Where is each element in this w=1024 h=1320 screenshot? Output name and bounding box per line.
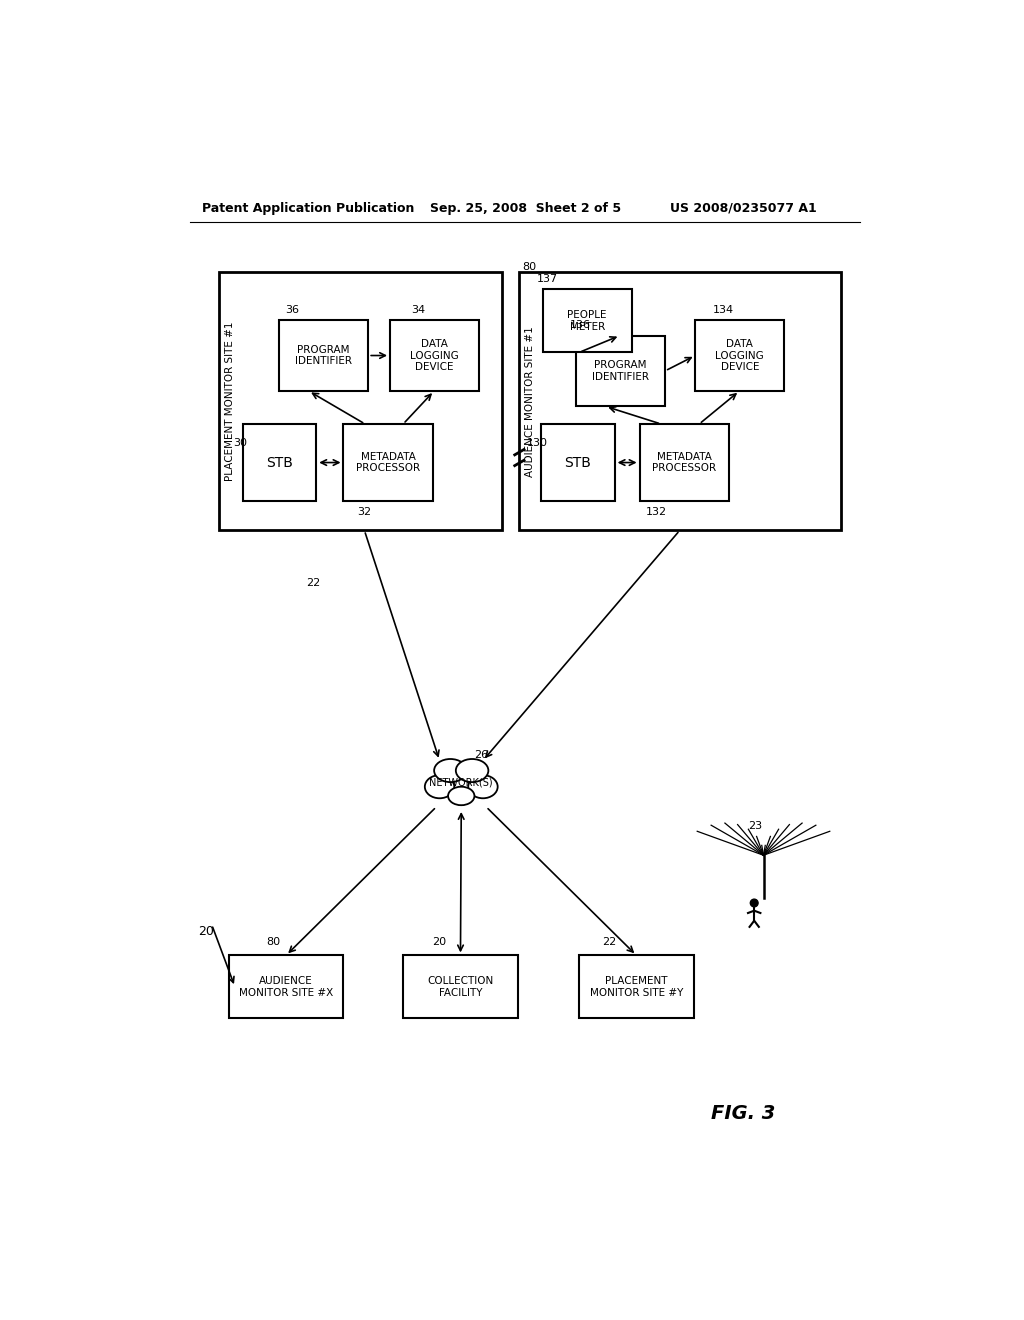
Text: 136: 136 bbox=[569, 321, 591, 330]
Ellipse shape bbox=[468, 775, 498, 799]
Bar bbox=[243, 424, 316, 502]
Bar bbox=[403, 956, 518, 1019]
Text: PLACEMENT
MONITOR SITE #Y: PLACEMENT MONITOR SITE #Y bbox=[590, 975, 683, 998]
Text: 80: 80 bbox=[266, 937, 281, 946]
Ellipse shape bbox=[434, 759, 467, 781]
Text: 80: 80 bbox=[522, 261, 537, 272]
Bar bbox=[280, 321, 369, 391]
Ellipse shape bbox=[456, 759, 488, 781]
Bar bbox=[541, 424, 614, 502]
Text: 30: 30 bbox=[233, 438, 248, 447]
Ellipse shape bbox=[449, 787, 474, 805]
Ellipse shape bbox=[425, 775, 455, 799]
Bar bbox=[575, 335, 665, 407]
Bar bbox=[543, 289, 632, 352]
Bar bbox=[640, 424, 729, 502]
Bar bbox=[695, 321, 784, 391]
Text: METADATA
PROCESSOR: METADATA PROCESSOR bbox=[356, 451, 420, 474]
Bar bbox=[343, 424, 432, 502]
Text: 132: 132 bbox=[646, 507, 667, 517]
Text: STB: STB bbox=[564, 455, 591, 470]
Text: 36: 36 bbox=[286, 305, 299, 314]
Text: PEOPLE
METER: PEOPLE METER bbox=[567, 310, 607, 331]
Text: 32: 32 bbox=[357, 507, 372, 517]
Text: 130: 130 bbox=[527, 438, 548, 447]
Text: FIG. 3: FIG. 3 bbox=[711, 1104, 775, 1123]
Text: METADATA
PROCESSOR: METADATA PROCESSOR bbox=[652, 451, 716, 474]
Text: 20: 20 bbox=[432, 937, 446, 946]
Ellipse shape bbox=[439, 767, 483, 797]
Text: Sep. 25, 2008  Sheet 2 of 5: Sep. 25, 2008 Sheet 2 of 5 bbox=[430, 202, 622, 215]
Bar bbox=[228, 956, 343, 1019]
Text: PLACEMENT MONITOR SITE #1: PLACEMENT MONITOR SITE #1 bbox=[225, 322, 236, 480]
Bar bbox=[519, 272, 841, 531]
Text: 22: 22 bbox=[306, 578, 321, 587]
Text: PROGRAM
IDENTIFIER: PROGRAM IDENTIFIER bbox=[592, 360, 649, 381]
Bar bbox=[579, 956, 693, 1019]
Text: DATA
LOGGING
DEVICE: DATA LOGGING DEVICE bbox=[411, 339, 459, 372]
Text: 22: 22 bbox=[602, 937, 616, 946]
Text: AUDIENCE MONITOR SITE #1: AUDIENCE MONITOR SITE #1 bbox=[525, 326, 536, 477]
Text: NETWORK(S): NETWORK(S) bbox=[429, 777, 494, 787]
Bar bbox=[390, 321, 479, 391]
Text: COLLECTION
FACILITY: COLLECTION FACILITY bbox=[427, 975, 494, 998]
Circle shape bbox=[751, 899, 758, 907]
Text: AUDIENCE
MONITOR SITE #X: AUDIENCE MONITOR SITE #X bbox=[239, 975, 333, 998]
Text: PROGRAM
IDENTIFIER: PROGRAM IDENTIFIER bbox=[295, 345, 352, 367]
Text: Patent Application Publication: Patent Application Publication bbox=[202, 202, 414, 215]
Text: STB: STB bbox=[266, 455, 293, 470]
Text: 20: 20 bbox=[198, 924, 214, 937]
Text: US 2008/0235077 A1: US 2008/0235077 A1 bbox=[671, 202, 817, 215]
Text: 26: 26 bbox=[474, 750, 487, 760]
Bar bbox=[219, 272, 503, 531]
Text: DATA
LOGGING
DEVICE: DATA LOGGING DEVICE bbox=[716, 339, 764, 372]
Text: 23: 23 bbox=[748, 821, 762, 830]
Text: 34: 34 bbox=[412, 305, 426, 314]
Text: 137: 137 bbox=[537, 275, 557, 284]
Text: 134: 134 bbox=[713, 305, 733, 314]
